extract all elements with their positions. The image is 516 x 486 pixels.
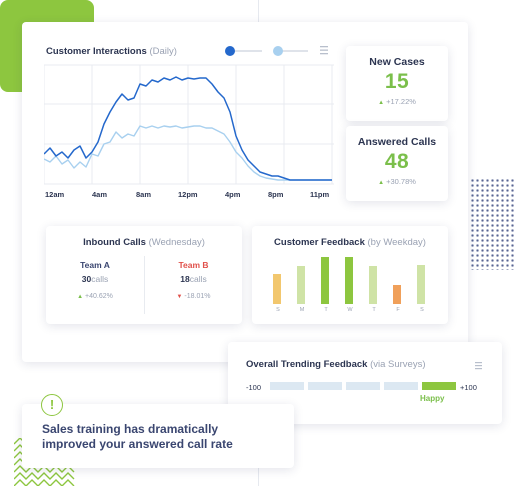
inbound-title-text: Inbound Calls xyxy=(83,237,146,248)
trending-segment-3 xyxy=(346,382,380,390)
team-a-change: +40.62% xyxy=(85,293,113,300)
x-label-8am: 8am xyxy=(136,190,152,199)
inbound-title-sub: (Wednesday) xyxy=(148,237,205,248)
answered-calls-change-text: +30.78% xyxy=(386,177,416,186)
x-label-12am: 12am xyxy=(45,190,65,199)
answered-calls-card: Answered Calls 48 ▲ +30.78% xyxy=(346,126,448,201)
exclamation-circle-icon: ! xyxy=(41,394,63,416)
down-arrow-icon: ▼ xyxy=(176,294,183,300)
team-b-name: Team B xyxy=(178,260,209,270)
trending-title-sub: (via Surveys) xyxy=(370,359,426,370)
answered-calls-label: Answered Calls xyxy=(357,136,437,148)
trending-title-text: Overall Trending Feedback xyxy=(246,359,368,370)
inbound-calls-title: Inbound Calls (Wednesday) xyxy=(46,237,242,248)
team-a-panel: Team A 30calls ▲ +40.62% xyxy=(46,260,144,300)
bar-label-sun: S xyxy=(276,307,280,313)
team-b-change: -18.01% xyxy=(184,293,211,300)
bar-label-mon: M xyxy=(299,307,305,313)
team-a-unit: calls xyxy=(91,274,109,284)
chart-gridlines xyxy=(44,64,334,185)
bar-label-fri: F xyxy=(396,307,400,313)
team-b-panel: Team B 18calls ▼ -18.01% xyxy=(145,260,242,300)
new-cases-label: New Cases xyxy=(369,56,425,68)
bar-tue xyxy=(321,257,329,304)
x-label-4am: 4am xyxy=(92,190,108,199)
new-cases-change-text: +17.22% xyxy=(386,97,416,106)
up-arrow-icon: ▲ xyxy=(378,100,385,106)
new-cases-change: ▲ +17.22% xyxy=(346,97,448,106)
bar-label-thu: T xyxy=(372,307,376,313)
series-dark-line xyxy=(44,76,332,181)
up-arrow-icon: ▲ xyxy=(378,180,385,186)
x-label-8pm: 8pm xyxy=(268,190,284,199)
hamburger-menu-icon[interactable] xyxy=(475,362,483,370)
new-cases-card: New Cases 15 ▲ +17.22% xyxy=(346,46,448,121)
trending-segment-1 xyxy=(270,382,304,390)
trending-segment-4 xyxy=(384,382,418,390)
trending-feedback-card: Overall Trending Feedback (via Surveys) … xyxy=(228,342,502,424)
feedback-title-sub: (by Weekday) xyxy=(367,237,426,248)
customer-feedback-title: Customer Feedback (by Weekday) xyxy=(252,237,448,248)
up-arrow-icon: ▲ xyxy=(77,294,84,300)
x-label-12pm: 12pm xyxy=(178,190,198,199)
callout-message: Sales training has dramatically improved… xyxy=(42,422,233,452)
series-dark-dot[interactable] xyxy=(225,46,235,56)
x-label-4pm: 4pm xyxy=(225,190,241,199)
hamburger-menu-icon[interactable] xyxy=(320,46,330,55)
chart-title-sub: (Daily) xyxy=(149,46,177,57)
series-toggle[interactable] xyxy=(222,44,310,58)
bar-label-wed: W xyxy=(347,307,353,313)
interactions-line-chart xyxy=(44,64,334,185)
bar-mon xyxy=(297,266,305,304)
answered-calls-value: 48 xyxy=(384,150,410,173)
bar-wed xyxy=(345,257,353,304)
bar-label-sat: S xyxy=(420,307,424,313)
bar-fri xyxy=(393,285,401,304)
trending-max-label: +100 xyxy=(460,383,477,392)
feedback-title-text: Customer Feedback xyxy=(274,237,365,248)
series-light-dot[interactable] xyxy=(273,46,283,56)
chart-title-text: Customer Interactions xyxy=(46,46,147,57)
inbound-calls-card: Inbound Calls (Wednesday) Team A 30calls… xyxy=(46,226,242,324)
x-label-11pm: 11pm xyxy=(310,190,330,199)
new-cases-value: 15 xyxy=(384,70,410,93)
trending-feedback-title: Overall Trending Feedback (via Surveys) xyxy=(246,359,426,370)
customer-interactions-title: Customer Interactions (Daily) xyxy=(46,46,177,57)
bar-sat xyxy=(417,265,425,304)
decorative-dot-pattern xyxy=(470,178,516,270)
team-a-name: Team A xyxy=(80,260,110,270)
callout-line-2: improved your answered call rate xyxy=(42,437,233,451)
answered-calls-change: ▲ +30.78% xyxy=(346,177,448,186)
trending-segment-5-active xyxy=(422,382,456,390)
trending-happy-label: Happy xyxy=(420,394,445,403)
team-b-count: 18 xyxy=(180,274,190,284)
team-b-unit: calls xyxy=(189,274,207,284)
bar-label-tue: T xyxy=(324,307,328,313)
feedback-bar-chart xyxy=(273,257,425,304)
team-a-count: 30 xyxy=(81,274,92,284)
trending-min-label: -100 xyxy=(246,383,262,392)
trending-segment-2 xyxy=(308,382,342,390)
series-light-line xyxy=(44,125,332,181)
team-divider xyxy=(144,256,145,314)
insight-callout: ! Sales training has dramatically improv… xyxy=(22,394,294,468)
bar-thu xyxy=(369,266,377,304)
callout-line-1: Sales training has dramatically xyxy=(42,422,219,436)
bar-sun xyxy=(273,274,281,304)
